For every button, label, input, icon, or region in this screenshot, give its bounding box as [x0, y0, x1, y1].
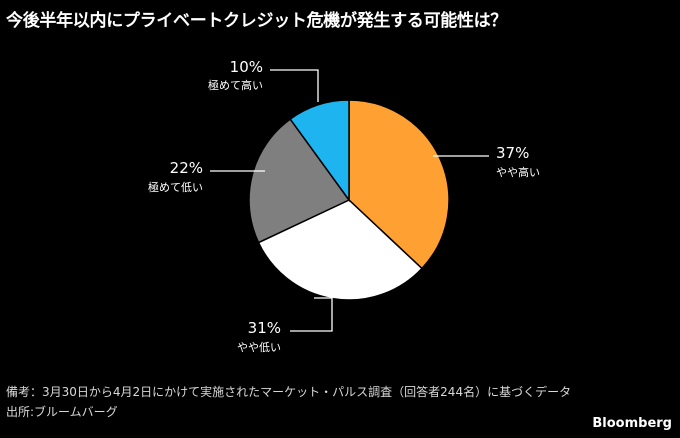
slice-category-label: 極めて低い [148, 180, 203, 194]
pie-slice [257, 199, 423, 301]
slice-value-label: 31% [248, 319, 281, 337]
slice-value-label: 37% [496, 144, 529, 162]
leader-line [270, 69, 319, 102]
slice-value-label: 22% [170, 159, 203, 177]
pie-slice [289, 99, 350, 203]
pie-slice [348, 99, 450, 270]
slice-value-label: 10% [230, 58, 263, 76]
slice-category-label: やや高い [496, 165, 540, 179]
bloomberg-logo: Bloomberg [592, 416, 672, 431]
slice-category-label: 極めて高い [208, 78, 263, 92]
slice-category-label: やや低い [237, 341, 281, 354]
footnote: 備考：3月30日から4月2日にかけて実施されたマーケット・パルス調査（回答者24… [6, 385, 572, 399]
chart-title: 今後半年以内にプライベートクレジット危機が発生する可能性は？ [6, 11, 507, 31]
source-note: 出所:ブルームバーグ [6, 405, 118, 419]
pie-slice [248, 118, 351, 244]
leader-line [290, 297, 333, 332]
